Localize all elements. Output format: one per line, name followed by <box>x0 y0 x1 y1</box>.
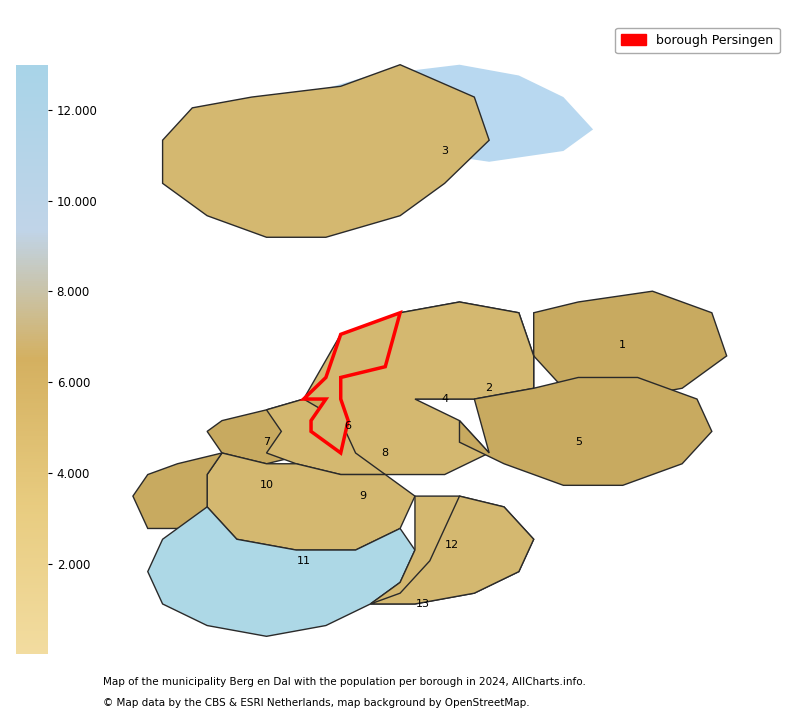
Text: 5: 5 <box>575 437 582 447</box>
Text: Map of the municipality Berg en Dal with the population per borough in 2024, All: Map of the municipality Berg en Dal with… <box>103 677 586 687</box>
Text: 10: 10 <box>260 480 273 490</box>
Text: 6: 6 <box>345 421 352 431</box>
Polygon shape <box>385 302 534 399</box>
Text: 9: 9 <box>360 491 367 501</box>
Polygon shape <box>534 291 727 399</box>
Text: 8: 8 <box>382 448 389 458</box>
Polygon shape <box>311 302 534 475</box>
Text: 2: 2 <box>486 383 493 393</box>
Polygon shape <box>371 496 534 604</box>
Polygon shape <box>460 377 712 485</box>
Text: 12: 12 <box>445 540 459 549</box>
Polygon shape <box>133 453 222 528</box>
Legend: borough Persingen: borough Persingen <box>615 28 780 53</box>
Text: 3: 3 <box>441 146 448 156</box>
Polygon shape <box>207 399 326 464</box>
Polygon shape <box>148 507 415 636</box>
Polygon shape <box>303 313 400 453</box>
Text: 4: 4 <box>441 394 448 404</box>
Text: 1: 1 <box>619 340 626 350</box>
Text: 11: 11 <box>297 556 310 566</box>
Text: 13: 13 <box>415 599 430 609</box>
Polygon shape <box>222 65 593 162</box>
Polygon shape <box>303 313 400 453</box>
Polygon shape <box>371 496 534 604</box>
Polygon shape <box>207 453 415 550</box>
Polygon shape <box>163 65 489 237</box>
Text: 7: 7 <box>263 437 270 447</box>
Polygon shape <box>267 334 385 475</box>
Text: © Map data by the CBS & ESRI Netherlands, map background by OpenStreetMap.: © Map data by the CBS & ESRI Netherlands… <box>103 698 530 708</box>
